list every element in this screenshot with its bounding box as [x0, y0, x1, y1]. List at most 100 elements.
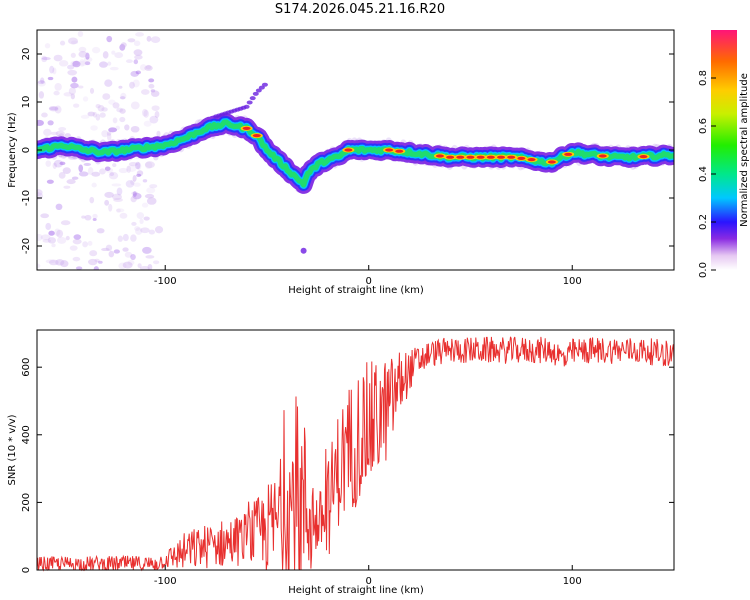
x-tick-label: 0 — [366, 276, 372, 287]
noise-blob — [55, 203, 63, 211]
noise-blob — [84, 61, 91, 66]
noise-blob — [106, 133, 112, 141]
noise-blob — [78, 171, 89, 177]
noise-blob — [147, 263, 153, 270]
noise-blob — [52, 162, 57, 169]
noise-blob — [41, 112, 48, 118]
noise-blob — [97, 104, 105, 112]
noise-blob — [53, 159, 64, 168]
noise-blob — [41, 55, 48, 63]
noise-blob — [139, 266, 150, 270]
colorbar-tick-label: 0.0 — [698, 262, 709, 278]
noise-blob — [58, 127, 67, 131]
noise-blob — [49, 106, 59, 112]
noise-blob — [154, 226, 164, 234]
noise-blob — [77, 85, 84, 89]
noise-blob — [89, 87, 95, 94]
noise-blob — [68, 155, 78, 160]
noise-blob — [146, 187, 156, 194]
noise-blob — [136, 173, 142, 177]
noise-blob — [40, 213, 50, 219]
spectrogram-y-axis-label: Frequency (Hz) — [7, 112, 18, 188]
noise-blob — [151, 105, 160, 111]
noise-blob — [118, 262, 127, 270]
noise-blob — [67, 69, 78, 76]
noise-blob — [72, 256, 81, 262]
noise-blob — [133, 40, 141, 47]
noise-blob — [73, 103, 80, 108]
ridge-streak — [249, 96, 256, 101]
noise-blob — [144, 65, 153, 71]
x-tick-label: -100 — [154, 276, 177, 287]
noise-blob — [51, 243, 56, 248]
noise-blob — [49, 65, 55, 74]
noise-blob — [92, 213, 98, 219]
noise-blob — [130, 179, 135, 185]
noise-blob — [58, 60, 69, 67]
hot-spot — [547, 160, 556, 164]
noise-blob — [75, 266, 83, 270]
noise-blob — [45, 259, 56, 264]
noise-blob — [37, 192, 44, 200]
noise-blob — [106, 131, 112, 136]
noise-blob — [42, 239, 52, 243]
y-tick-label: 0 — [21, 567, 32, 573]
noise-blob — [148, 78, 155, 83]
noise-blob — [108, 203, 113, 212]
snr-y-axis-label: SNR (10 * v/v) — [7, 414, 18, 485]
x-tick-label: 0 — [366, 576, 372, 587]
noise-blob — [56, 236, 67, 244]
noise-blob — [141, 202, 149, 208]
noise-blob — [87, 240, 93, 246]
noise-blob — [130, 196, 137, 203]
noise-blob — [130, 234, 137, 242]
hot-spot — [242, 126, 251, 130]
noise-blob — [56, 229, 64, 238]
y-tick-label: 0 — [21, 147, 32, 153]
noise-blob — [145, 64, 152, 70]
noise-blob — [139, 64, 147, 71]
noise-blob — [108, 99, 116, 105]
noise-blob — [117, 235, 123, 242]
noise-blob — [116, 187, 123, 196]
hot-spot — [344, 148, 353, 152]
noise-blob — [119, 44, 126, 51]
noise-blob — [55, 130, 65, 137]
noise-blob — [97, 260, 103, 264]
y-tick-label: 20 — [21, 48, 32, 61]
noise-blob — [101, 130, 109, 138]
noise-blob — [116, 208, 121, 213]
ridge-streak — [252, 91, 259, 96]
colorbar-label: Normalized spectral amplitude — [739, 73, 750, 227]
noise-blob — [95, 104, 101, 109]
noise-blob — [154, 110, 160, 118]
noise-blob — [53, 90, 60, 96]
noise-blob — [144, 161, 153, 169]
noise-blob — [99, 168, 106, 175]
noise-blob — [137, 263, 142, 269]
noise-blob — [120, 92, 127, 100]
noise-blob — [104, 79, 113, 87]
noise-blob — [101, 107, 108, 112]
y-tick-label: 10 — [21, 96, 32, 109]
noise-blob — [144, 193, 155, 199]
noise-blob — [133, 182, 141, 187]
noise-blob — [66, 179, 76, 185]
noise-blob — [109, 66, 119, 71]
noise-blob — [108, 127, 118, 133]
noise-blob — [78, 51, 88, 58]
noise-blob — [149, 184, 158, 189]
noise-blob — [119, 108, 126, 114]
noise-blob — [115, 125, 120, 130]
noise-blob — [72, 238, 82, 245]
noise-blob — [71, 176, 79, 180]
colorbar: 0.0 0.2 0.4 0.6 0.8 Normalized spectral ampl… — [698, 30, 750, 278]
noise-blob — [112, 193, 122, 201]
noise-blob — [50, 131, 59, 136]
noise-blob — [132, 192, 142, 200]
noise-blob — [84, 214, 92, 221]
noise-blob — [133, 49, 143, 56]
noise-blob — [119, 212, 128, 219]
noise-blob — [91, 171, 101, 177]
noise-blob — [60, 260, 69, 268]
